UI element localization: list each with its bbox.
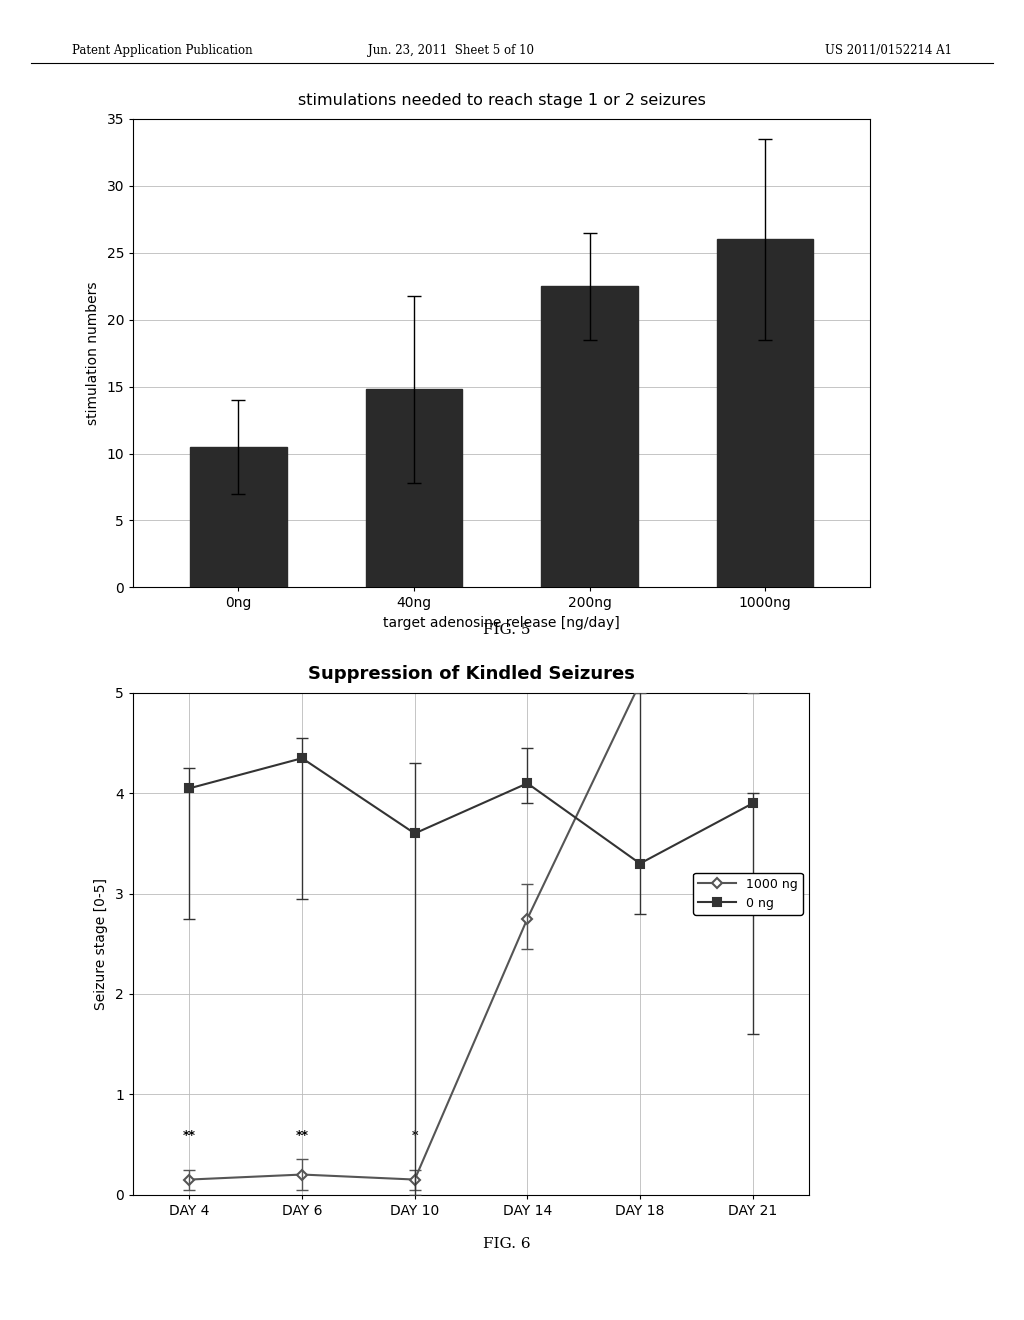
Y-axis label: Seizure stage [0-5]: Seizure stage [0-5] [94,878,109,1010]
Text: Jun. 23, 2011  Sheet 5 of 10: Jun. 23, 2011 Sheet 5 of 10 [368,44,534,57]
Y-axis label: stimulation numbers: stimulation numbers [86,281,99,425]
1000 ng [409,1172,421,1188]
Text: US 2011/0152214 A1: US 2011/0152214 A1 [825,44,952,57]
Title: Suppression of Kindled Seizures: Suppression of Kindled Seizures [307,665,635,684]
Line: 1000 ng: 1000 ng [186,680,756,1183]
0 ng [746,796,759,812]
Text: Patent Application Publication: Patent Application Publication [72,44,252,57]
Bar [542,286,638,587]
Legend: 1000 ng, 0 ng: 1000 ng, 0 ng [693,873,803,915]
Line: 0 ng: 0 ng [185,754,757,867]
0 ng [409,825,421,841]
1000 ng [183,1172,196,1188]
1000 ng [296,1167,308,1183]
0 ng [521,775,534,791]
Text: FIG. 6: FIG. 6 [483,1237,530,1251]
0 ng [634,855,646,871]
0 ng [183,780,196,796]
Text: **: ** [296,1130,308,1142]
Bar [366,389,462,587]
Text: FIG. 5: FIG. 5 [483,623,530,638]
Text: *: * [412,1130,418,1142]
1000 ng [746,675,759,690]
1000 ng [521,911,534,927]
Bar [190,446,287,587]
0 ng [296,750,308,766]
1000 ng [634,675,646,690]
Text: **: ** [183,1130,196,1142]
Bar [717,239,813,587]
X-axis label: target adenosine release [ng/day]: target adenosine release [ng/day] [383,616,621,630]
Title: stimulations needed to reach stage 1 or 2 seizures: stimulations needed to reach stage 1 or … [298,92,706,108]
